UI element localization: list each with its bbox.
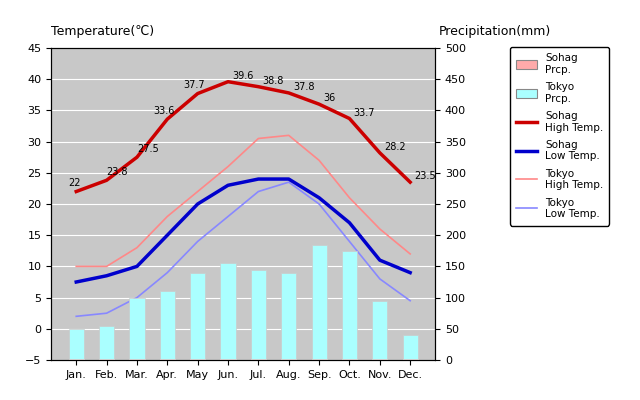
Bar [190,273,205,360]
Bar [160,359,175,360]
Bar [281,273,296,360]
Bar [220,359,236,360]
Bar [190,359,205,360]
Text: Temperature(℃): Temperature(℃) [51,25,154,38]
Text: 33.7: 33.7 [354,108,375,118]
Bar [129,298,145,360]
Bar [220,263,236,360]
Bar [312,359,326,360]
Bar [99,326,114,360]
Text: 39.6: 39.6 [232,71,253,81]
Text: 37.7: 37.7 [184,80,205,90]
Bar [342,359,357,360]
Text: 33.6: 33.6 [154,106,175,116]
Text: 36: 36 [323,93,335,103]
Bar [372,359,387,360]
Text: 23.5: 23.5 [414,171,436,181]
Text: 27.5: 27.5 [137,144,159,154]
Bar [342,251,357,360]
Bar [160,291,175,360]
Bar [403,359,418,360]
Bar [372,301,387,360]
Bar [251,270,266,360]
Bar [281,359,296,360]
Legend: Sohag
Prcp., Tokyo
Prcp., Sohag
High Temp., Sohag
Low Temp., Tokyo
High Temp., T: Sohag Prcp., Tokyo Prcp., Sohag High Tem… [509,47,609,226]
Text: 28.2: 28.2 [384,142,406,152]
Bar [68,329,84,360]
Bar [251,359,266,360]
Bar [312,244,326,360]
Bar [403,335,418,360]
Text: 38.8: 38.8 [262,76,284,86]
Bar [68,359,84,360]
Bar [99,359,114,360]
Text: 37.8: 37.8 [293,82,314,92]
Text: 23.8: 23.8 [107,167,128,177]
Text: Precipitation(mm): Precipitation(mm) [438,25,550,38]
Text: 22: 22 [68,178,81,188]
Bar [129,359,145,360]
